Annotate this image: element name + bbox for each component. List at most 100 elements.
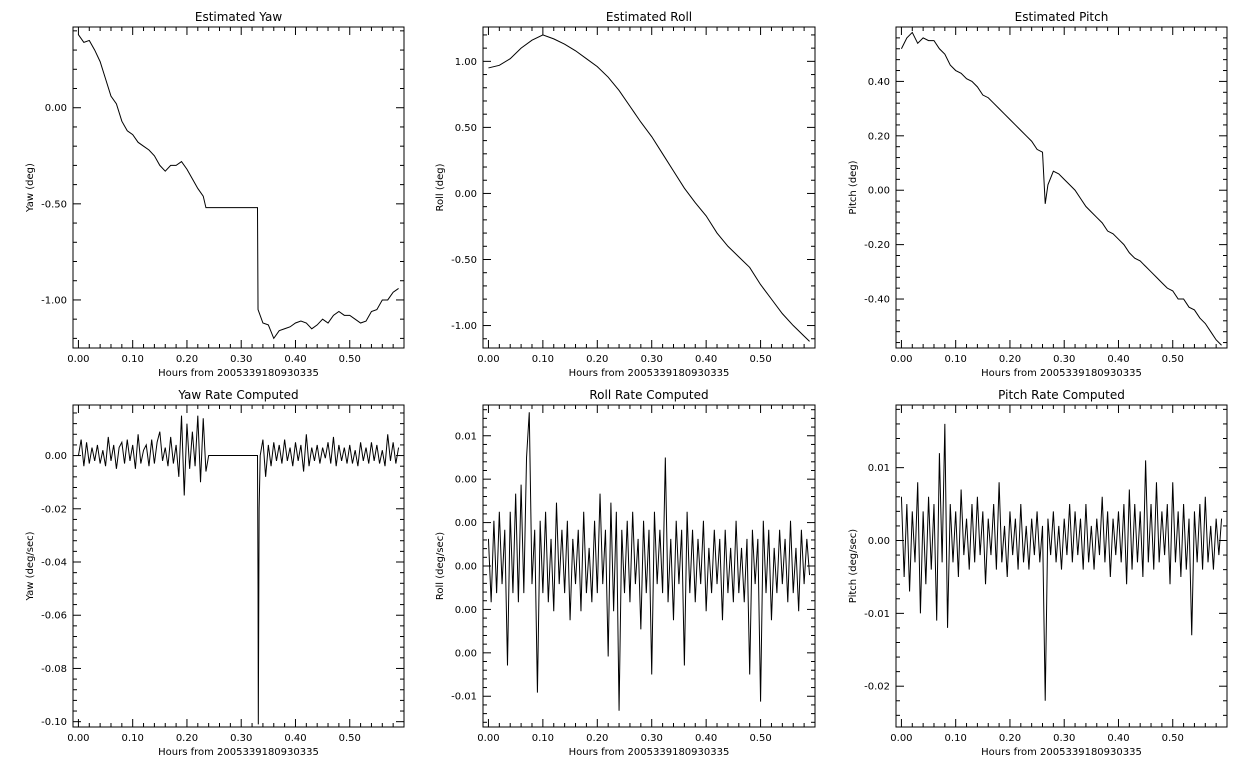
series-line	[900, 423, 1223, 701]
y-tick-label: 0.00	[455, 475, 477, 486]
x-tick-label: 0.20	[586, 354, 608, 365]
x-axis-label: Hours from 2005339180930335	[569, 747, 730, 758]
chart-rollrate: Roll Rate Computed Hours from 20053391809…	[435, 388, 816, 758]
x-axis-label: Hours from 2005339180930335	[158, 368, 319, 379]
chart-roll: Estimated Roll Hours from 200533918093033…	[435, 10, 816, 379]
y-tick-label: -0.10	[41, 717, 67, 728]
y-axis-label: Roll (deg)	[435, 163, 446, 211]
x-tick-label: 0.50	[749, 733, 771, 744]
y-tick-label: 0.40	[868, 77, 890, 88]
y-tick-label: -0.04	[41, 558, 67, 569]
y-tick-label: -0.02	[864, 682, 890, 693]
x-tick-label: 0.20	[586, 733, 608, 744]
x-tick-label: 0.40	[695, 354, 717, 365]
y-tick-label: 0.01	[455, 431, 477, 442]
y-tick-label: 0.00	[455, 605, 477, 616]
x-tick-label: 0.40	[1107, 733, 1129, 744]
y-tick-label: -0.50	[451, 255, 477, 266]
x-tick-label: 0.00	[477, 733, 499, 744]
x-tick-label: 0.10	[532, 733, 554, 744]
y-tick-label: 0.20	[868, 131, 890, 142]
chart-title: Estimated Yaw	[195, 10, 282, 24]
x-tick-label: 0.10	[945, 733, 967, 744]
x-tick-label: 0.40	[284, 733, 306, 744]
x-axis-label: Hours from 2005339180930335	[569, 368, 730, 379]
y-tick-label: -0.50	[41, 199, 67, 210]
y-tick-label: 0.00	[455, 562, 477, 573]
x-tick-label: 0.10	[945, 354, 967, 365]
series-line	[77, 415, 400, 725]
x-tick-label: 0.00	[477, 354, 499, 365]
plot-frame	[895, 26, 1228, 349]
x-tick-label: 0.30	[1053, 354, 1075, 365]
y-tick-label: -0.02	[41, 504, 67, 515]
x-tick-label: 0.00	[67, 733, 89, 744]
y-tick-label: -0.40	[864, 295, 890, 306]
chart-title: Yaw Rate Computed	[177, 388, 298, 402]
y-axis-label: Pitch (deg/sec)	[848, 529, 859, 604]
x-tick-label: 0.20	[176, 733, 198, 744]
x-tick-label: 0.50	[1162, 733, 1184, 744]
series-line	[900, 31, 1222, 346]
chart-pitchrate: Pitch Rate Computed Hours from 2005339180…	[848, 388, 1228, 758]
x-tick-label: 0.50	[749, 354, 771, 365]
x-axis-label: Hours from 2005339180930335	[158, 747, 319, 758]
x-tick-label: 0.00	[890, 733, 912, 744]
x-tick-label: 0.40	[284, 354, 306, 365]
x-tick-label: 0.30	[230, 354, 252, 365]
y-axis-label: Yaw (deg/sec)	[25, 531, 36, 601]
y-axis-label: Roll (deg/sec)	[435, 532, 446, 600]
x-tick-label: 0.00	[67, 354, 89, 365]
x-tick-label: 0.40	[1107, 354, 1129, 365]
y-tick-label: 0.01	[868, 463, 890, 474]
y-tick-label: 0.00	[45, 451, 67, 462]
x-tick-label: 0.10	[122, 733, 144, 744]
plot-frame	[895, 404, 1228, 728]
y-tick-label: -0.20	[864, 240, 890, 251]
y-tick-label: 0.50	[455, 123, 477, 134]
y-tick-label: -0.01	[451, 692, 477, 703]
y-tick-label: -1.00	[451, 321, 477, 332]
x-tick-label: 0.40	[695, 733, 717, 744]
x-tick-label: 0.50	[1162, 354, 1184, 365]
y-tick-label: 1.00	[455, 57, 477, 68]
x-tick-label: 0.30	[230, 733, 252, 744]
x-tick-label: 0.20	[999, 354, 1021, 365]
y-tick-label: 0.00	[868, 536, 890, 547]
x-tick-label: 0.20	[999, 733, 1021, 744]
series-line	[78, 34, 399, 340]
chart-pitch: Estimated Pitch Hours from 20053391809303…	[848, 10, 1228, 379]
y-tick-label: 0.00	[45, 103, 67, 114]
chart-title: Pitch Rate Computed	[998, 388, 1125, 402]
y-tick-label: 0.00	[868, 186, 890, 197]
x-tick-label: 0.10	[532, 354, 554, 365]
plot-frame	[482, 26, 816, 349]
x-tick-label: 0.30	[641, 733, 663, 744]
x-tick-label: 0.10	[122, 354, 144, 365]
y-tick-label: -0.01	[864, 609, 890, 620]
chart-title: Roll Rate Computed	[589, 388, 708, 402]
y-axis-label: Pitch (deg)	[848, 160, 859, 214]
series-line	[488, 34, 810, 342]
x-tick-label: 0.30	[641, 354, 663, 365]
y-tick-label: -0.08	[41, 664, 67, 675]
x-tick-label: 0.20	[176, 354, 198, 365]
chart-yawrate: Yaw Rate Computed Hours from 200533918093…	[25, 388, 405, 758]
series-line	[487, 412, 811, 711]
y-tick-label: 0.00	[455, 648, 477, 659]
y-tick-label: -1.00	[41, 295, 67, 306]
chart-title: Estimated Roll	[606, 10, 692, 24]
x-axis-label: Hours from 2005339180930335	[981, 747, 1142, 758]
x-tick-label: 0.00	[890, 354, 912, 365]
plot-frame	[72, 404, 405, 728]
y-axis-label: Yaw (deg)	[25, 163, 36, 213]
y-tick-label: 0.00	[455, 518, 477, 529]
x-tick-label: 0.50	[339, 354, 361, 365]
y-tick-label: -0.06	[41, 611, 67, 622]
chart-yaw: Estimated Yaw Hours from 2005339180930335…	[25, 10, 405, 379]
x-tick-label: 0.30	[1053, 733, 1075, 744]
x-axis-label: Hours from 2005339180930335	[981, 368, 1142, 379]
chart-title: Estimated Pitch	[1015, 10, 1109, 24]
x-tick-label: 0.50	[339, 733, 361, 744]
